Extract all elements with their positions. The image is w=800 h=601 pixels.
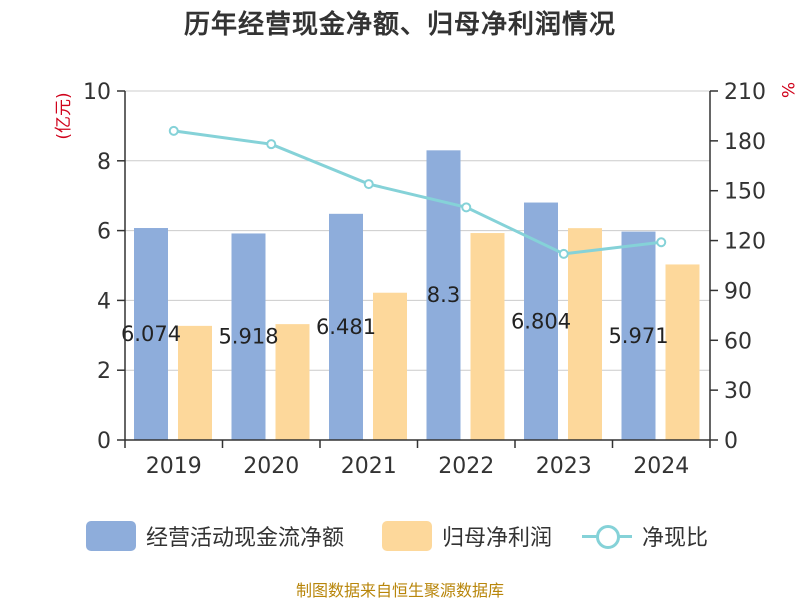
ratio-point-2023 — [558, 248, 569, 259]
bar-profit-2024 — [665, 264, 700, 440]
ratio-point-2019 — [168, 125, 179, 136]
bar-profit-2022 — [470, 233, 505, 440]
y-left-tick-label: 10 — [83, 80, 111, 105]
legend-item-profit[interactable]: 归母净利润 — [382, 516, 552, 556]
x-tick-label-2024: 2024 — [633, 454, 689, 479]
data-label-cash-2021: 6.481 — [316, 315, 376, 339]
y-left-tick-label: 0 — [97, 429, 111, 454]
bar-profit-2023 — [568, 228, 602, 440]
y-right-tick-label: 90 — [724, 279, 752, 304]
y-left-tick-label: 2 — [97, 359, 111, 384]
legend-item-ratio[interactable]: 净现比 — [582, 516, 708, 556]
y-right-tick-label: 0 — [724, 429, 738, 454]
bar-profit-2019 — [178, 325, 212, 440]
legend-item-cash[interactable]: 经营活动现金流净额 — [86, 516, 344, 556]
ratio-line — [168, 125, 667, 259]
chart-title: 历年经营现金净额、归母净利润情况 — [183, 10, 616, 40]
y-left-tick-label: 8 — [97, 150, 111, 175]
bar-profit-2020 — [275, 324, 310, 440]
x-tick-label-2021: 2021 — [341, 454, 397, 479]
bar-profit-2021 — [373, 292, 407, 440]
y-right-axis-label: % — [777, 82, 797, 98]
legend-label-ratio: 净现比 — [642, 526, 709, 551]
legend-swatch-cash — [86, 521, 136, 551]
data-label-cash-2022: 8.3 — [427, 283, 460, 307]
data-labels: 6.074 5.918 6.481 8.3 6.804 5.971 — [121, 283, 669, 349]
bar-cash-2020 — [231, 233, 266, 440]
bar-cash-2021 — [329, 213, 363, 440]
ratio-point-2022 — [461, 202, 472, 213]
bar-cash-2024 — [621, 231, 656, 440]
legend-swatch-ratio — [582, 521, 632, 551]
y-right-tick-label: 60 — [724, 329, 752, 354]
chart-canvas: 6.074 5.918 6.481 8.3 6.804 5.971 0 2 4 6 8 10 0 30 6… — [54, 80, 797, 479]
ratio-point-2021 — [363, 179, 374, 190]
legend-label-cash: 经营活动现金流净额 — [146, 526, 345, 551]
y-right-tick-label: 180 — [724, 130, 766, 155]
y-left-tick-label: 6 — [97, 220, 111, 245]
data-label-cash-2019: 6.074 — [121, 322, 181, 346]
data-label-cash-2020: 5.918 — [218, 325, 278, 349]
data-label-cash-2023: 6.804 — [511, 309, 571, 333]
bar-cash-2019 — [134, 228, 168, 440]
x-tick-label-2019: 2019 — [146, 454, 202, 479]
y-right-tick-label: 210 — [724, 80, 766, 105]
x-tick-label-2023: 2023 — [536, 454, 592, 479]
y-left-tick-label: 4 — [97, 289, 111, 314]
legend-swatch-profit — [382, 521, 432, 551]
legend: 经营活动现金流净额 归母净利润 净现比 — [0, 516, 800, 556]
source-note: 制图数据来自恒生聚源数据库 — [295, 581, 504, 600]
ratio-point-2020 — [266, 139, 277, 150]
axes: 0 2 4 6 8 10 0 30 60 90 120 150 180 210 2019 2020 2021 20… — [54, 80, 797, 479]
bars — [134, 150, 700, 440]
ratio-point-2024 — [656, 237, 667, 248]
y-right-tick-label: 30 — [724, 379, 752, 404]
ratio-line-path — [173, 129, 662, 256]
legend-label-profit: 归母净利润 — [442, 526, 553, 551]
x-tick-label-2020: 2020 — [243, 454, 299, 479]
data-label-cash-2024: 5.971 — [608, 324, 668, 348]
y-right-tick-label: 120 — [724, 230, 766, 255]
x-tick-label-2022: 2022 — [438, 454, 494, 479]
y-right-tick-label: 150 — [724, 180, 766, 205]
y-left-axis-label: (亿元) — [54, 92, 74, 139]
